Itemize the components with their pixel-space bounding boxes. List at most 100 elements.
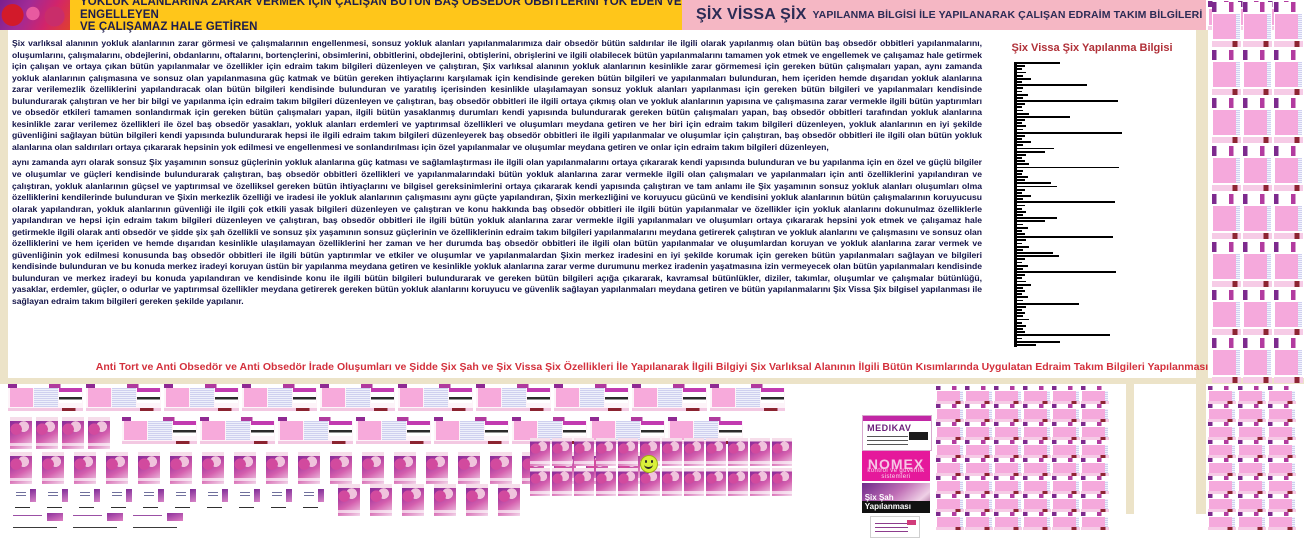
gallery-thumbnail[interactable] (596, 468, 616, 496)
gallery-thumbnail[interactable] (62, 417, 84, 449)
side-thumbnail[interactable] (1243, 98, 1272, 143)
gallery-thumbnail[interactable] (1208, 440, 1236, 458)
gallery-thumbnail[interactable] (370, 484, 392, 516)
gallery-thumbnail[interactable] (270, 488, 294, 510)
gallery-thumbnail[interactable] (1268, 476, 1296, 494)
gallery-thumbnail[interactable] (8, 384, 83, 411)
gallery-thumbnail[interactable] (936, 440, 964, 458)
gallery-thumbnail[interactable] (1208, 476, 1236, 494)
gallery-thumbnail[interactable] (70, 512, 126, 530)
side-thumbnail[interactable] (1243, 50, 1272, 95)
gallery-thumbnail[interactable] (398, 384, 473, 411)
gallery-thumbnail[interactable] (710, 384, 785, 411)
side-thumbnail[interactable] (1274, 338, 1303, 383)
side-thumbnail[interactable] (1243, 194, 1272, 239)
gallery-thumbnail[interactable] (78, 488, 102, 510)
nomex-card[interactable]: NOMEX kontrol ve guvenlik sistemleri (862, 451, 930, 481)
photo-card[interactable]: Şix Şah Yapılanması (862, 483, 930, 513)
gallery-thumbnail[interactable] (618, 438, 638, 466)
gallery-thumbnail[interactable] (206, 488, 230, 510)
gallery-thumbnail[interactable] (1268, 422, 1296, 440)
gallery-thumbnail[interactable] (994, 458, 1022, 476)
medikav-card[interactable]: MEDIKAV (862, 415, 932, 451)
gallery-thumbnail[interactable] (130, 512, 186, 530)
gallery-thumbnail[interactable] (1052, 386, 1080, 404)
gallery-thumbnail[interactable] (684, 438, 704, 466)
gallery-thumbnail[interactable] (394, 452, 416, 484)
gallery-thumbnail[interactable] (1023, 404, 1051, 422)
gallery-thumbnail[interactable] (122, 417, 197, 444)
gallery-thumbnail[interactable] (994, 404, 1022, 422)
gallery-thumbnail[interactable] (88, 417, 110, 449)
gallery-thumbnail[interactable] (1238, 494, 1266, 512)
gallery-thumbnail[interactable] (965, 440, 993, 458)
gallery-thumbnail[interactable] (1052, 440, 1080, 458)
gallery-thumbnail[interactable] (965, 494, 993, 512)
gallery-thumbnail[interactable] (530, 438, 550, 466)
gallery-thumbnail[interactable] (965, 476, 993, 494)
side-thumbnail[interactable] (1274, 98, 1303, 143)
gallery-thumbnail[interactable] (42, 452, 64, 484)
side-thumbnail[interactable] (1274, 290, 1303, 335)
gallery-thumbnail[interactable] (530, 468, 550, 496)
gallery-thumbnail[interactable] (1238, 386, 1266, 404)
gallery-thumbnail[interactable] (46, 488, 70, 510)
gallery-thumbnail[interactable] (14, 488, 38, 510)
gallery-thumbnail[interactable] (994, 440, 1022, 458)
gallery-thumbnail[interactable] (278, 417, 353, 444)
gallery-thumbnail[interactable] (10, 512, 66, 530)
gallery-thumbnail[interactable] (574, 468, 594, 496)
gallery-thumbnail[interactable] (1208, 404, 1236, 422)
gallery-thumbnail[interactable] (10, 452, 32, 484)
gallery-thumbnail[interactable] (965, 458, 993, 476)
gallery-thumbnail[interactable] (298, 452, 320, 484)
gallery-thumbnail[interactable] (200, 417, 275, 444)
gallery-thumbnail[interactable] (1081, 422, 1109, 440)
gallery-thumbnail[interactable] (596, 438, 616, 466)
gallery-thumbnail[interactable] (1052, 512, 1080, 530)
gallery-thumbnail[interactable] (552, 468, 572, 496)
gallery-thumbnail[interactable] (684, 468, 704, 496)
gallery-thumbnail[interactable] (965, 422, 993, 440)
gallery-thumbnail[interactable] (1208, 386, 1236, 404)
gallery-thumbnail[interactable] (238, 488, 262, 510)
gallery-thumbnail[interactable] (552, 438, 572, 466)
side-thumbnail[interactable] (1212, 194, 1241, 239)
gallery-thumbnail[interactable] (402, 484, 424, 516)
gallery-thumbnail[interactable] (640, 468, 660, 496)
gallery-thumbnail[interactable] (1208, 422, 1236, 440)
gallery-thumbnail[interactable] (426, 452, 448, 484)
gallery-thumbnail[interactable] (74, 452, 96, 484)
gallery-thumbnail[interactable] (1208, 494, 1236, 512)
gallery-thumbnail[interactable] (1238, 404, 1266, 422)
gallery-thumbnail[interactable] (1238, 512, 1266, 530)
gallery-thumbnail[interactable] (994, 386, 1022, 404)
gallery-thumbnail[interactable] (490, 452, 512, 484)
gallery-thumbnail[interactable] (728, 438, 748, 466)
side-thumbnail[interactable] (1212, 338, 1241, 383)
gallery-thumbnail[interactable] (662, 468, 682, 496)
side-thumbnail[interactable] (1212, 290, 1241, 335)
gallery-thumbnail[interactable] (476, 384, 551, 411)
side-thumbnail[interactable] (1212, 2, 1241, 47)
gallery-thumbnail[interactable] (772, 438, 792, 466)
gallery-thumbnail[interactable] (936, 476, 964, 494)
gallery-thumbnail[interactable] (662, 438, 682, 466)
note-card[interactable] (870, 516, 920, 538)
gallery-thumbnail[interactable] (936, 404, 964, 422)
gallery-thumbnail[interactable] (234, 452, 256, 484)
gallery-thumbnail[interactable] (574, 438, 594, 466)
gallery-thumbnail[interactable] (1081, 440, 1109, 458)
gallery-thumbnail[interactable] (1081, 494, 1109, 512)
gallery-thumbnail[interactable] (1081, 386, 1109, 404)
gallery-thumbnail[interactable] (1268, 440, 1296, 458)
gallery-thumbnail[interactable] (1023, 440, 1051, 458)
gallery-thumbnail[interactable] (1238, 458, 1266, 476)
side-thumbnail[interactable] (1243, 146, 1272, 191)
gallery-thumbnail[interactable] (1268, 404, 1296, 422)
gallery-thumbnail[interactable] (590, 417, 665, 444)
gallery-thumbnail[interactable] (434, 484, 456, 516)
gallery-thumbnail[interactable] (706, 468, 726, 496)
gallery-thumbnail[interactable] (1052, 422, 1080, 440)
gallery-thumbnail[interactable] (266, 452, 288, 484)
